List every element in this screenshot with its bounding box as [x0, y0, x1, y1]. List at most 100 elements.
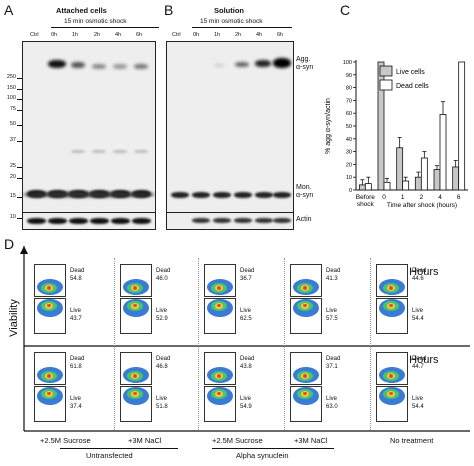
mon-syn-label: Mon. α-syn [296, 184, 314, 199]
live-value: 51.8 [156, 404, 168, 410]
bar-live [433, 169, 441, 191]
density-blob [217, 286, 221, 290]
live-value: 54.4 [412, 316, 424, 322]
dead-value: 46.8 [156, 364, 168, 370]
flow-plot: Dead 54.8 Live 43.7 [30, 258, 114, 340]
lane-label-b: Ctrl [172, 32, 181, 38]
x-axis-label: Time after shock (hours) [387, 202, 457, 209]
scatter-plot [204, 352, 236, 422]
lane-label-a: 0h [51, 32, 58, 38]
lane-label-b: 6h [277, 32, 284, 38]
flow-plot: Dead 37.1 Live 63.0 [286, 346, 370, 428]
scatter-plot [376, 352, 408, 422]
scatter-plot [34, 352, 66, 422]
x-tick-label: 0 [382, 194, 386, 201]
bar-dead [364, 183, 372, 191]
monomer-band [192, 192, 210, 198]
density-blob [217, 304, 221, 307]
live-value: 57.5 [326, 316, 338, 322]
actin-band [69, 218, 88, 224]
mw-marker: 250 [6, 74, 16, 80]
live-label: Live [70, 308, 82, 314]
faint-band [134, 150, 148, 153]
panel-a-blot-actin [22, 212, 156, 230]
actin-band [213, 218, 231, 223]
density-blob [47, 374, 51, 378]
density-blob [303, 304, 307, 307]
live-gate [120, 386, 152, 422]
scatter-plot [290, 352, 322, 422]
y-tick-label: 60 [346, 111, 352, 117]
column-separator [370, 258, 371, 430]
y-tick-label: 30 [346, 150, 352, 156]
monomer-band [234, 192, 252, 198]
live-value: 63.0 [326, 404, 338, 410]
live-value: 54.4 [412, 404, 424, 410]
actin-band [273, 218, 291, 223]
density-blob [47, 286, 51, 290]
panel-a-letter: A [4, 2, 14, 18]
dead-gate [120, 352, 152, 385]
density-blob [389, 374, 393, 378]
panel-a-subtitle: 15 min osmotic shock [64, 18, 127, 25]
mw-tick [17, 178, 22, 179]
density-blob [389, 304, 393, 307]
density-blob [303, 392, 307, 395]
panel-b-subtitle: 15 min osmotic shock [200, 18, 263, 25]
panel-a-blot-main [22, 41, 156, 213]
x-tick-label: Before [356, 194, 376, 201]
density-blob [47, 392, 51, 395]
lane-label-b: 2h [235, 32, 242, 38]
agg-band [214, 64, 224, 67]
y-tick-label: 80 [346, 86, 352, 92]
live-gate [120, 298, 152, 334]
column-separator [114, 258, 115, 430]
group-untransfected: Untransfected [86, 451, 133, 460]
legend-label: Live cells [396, 69, 425, 76]
live-gate [34, 298, 66, 334]
dead-gate [120, 264, 152, 297]
dead-label: Dead [412, 356, 427, 362]
live-gate [34, 386, 66, 422]
dead-value: 43.8 [240, 364, 252, 370]
density-blob [133, 304, 137, 307]
panel-a-subtitle-line [51, 27, 159, 28]
monomer-band [213, 192, 231, 198]
panel-b-blot-actin [166, 212, 294, 230]
dead-gate [290, 352, 322, 385]
live-value: 62.5 [240, 316, 252, 322]
panel-b-letter: B [164, 2, 174, 18]
live-value: 54.9 [240, 404, 252, 410]
density-blob [133, 374, 137, 378]
scatter-plot [34, 264, 66, 334]
bar-live [414, 176, 422, 191]
scatter-plot [290, 264, 322, 334]
actin-band [255, 218, 273, 223]
bar-dead [383, 181, 391, 191]
flow-plot: Dead 36.7 Live 62.5 [200, 258, 284, 340]
dead-label: Dead [156, 356, 171, 362]
live-gate [204, 386, 236, 422]
y-tick-label: 0 [349, 188, 352, 194]
flow-plot: Dead 41.3 Live 57.5 [286, 258, 370, 340]
actin-band [48, 218, 67, 224]
live-label: Live [412, 396, 424, 402]
scatter-plot [204, 264, 236, 334]
lane-label-b: 4h [256, 32, 263, 38]
y-tick-label: 40 [346, 137, 352, 143]
condition-label: No treatment [390, 436, 434, 445]
mw-marker: 75 [9, 106, 16, 112]
lane-label-a: 6h [136, 32, 143, 38]
live-gate [204, 298, 236, 334]
agg-syn-label: Agg. α-syn [296, 56, 314, 71]
panel-d-axes [20, 246, 470, 432]
y-tick-label: 20 [346, 162, 352, 168]
mw-tick [17, 78, 22, 79]
panel-b-title: Solution [214, 6, 244, 15]
bar-live [452, 166, 460, 191]
dead-gate [204, 264, 236, 297]
lane-label-a: 4h [115, 32, 122, 38]
legend-swatch [379, 79, 393, 91]
live-label: Live [156, 396, 168, 402]
dead-value: 61.8 [70, 364, 82, 370]
